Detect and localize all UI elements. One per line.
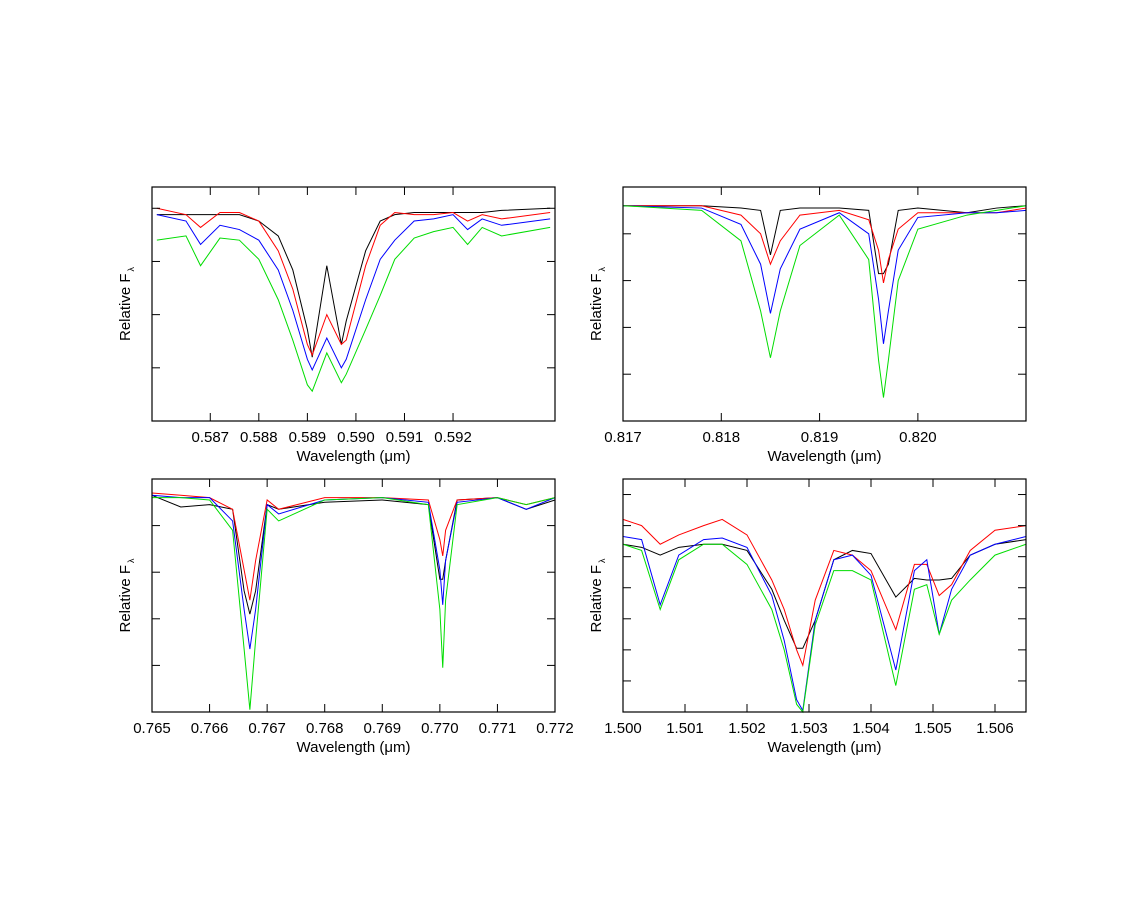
x-tick-label: 0.769: [364, 720, 402, 737]
y-axis-label-main: Relative F: [588, 565, 605, 633]
x-axis-label: Wavelength (μm): [297, 739, 411, 756]
y-axis-label-sub: λ: [126, 558, 136, 563]
y-axis-label: Relative F λ: [588, 266, 607, 341]
x-axis-label: Wavelength (μm): [297, 448, 411, 465]
spectrum-line: [156, 207, 551, 358]
spectrum-line: [151, 494, 556, 615]
x-axis-label: Wavelength (μm): [768, 448, 882, 465]
y-axis-label: Relative F λ: [117, 558, 136, 633]
spectrum-line: [151, 494, 556, 650]
spectrum-line: [622, 518, 1027, 668]
y-axis-label-main: Relative F: [588, 273, 605, 341]
x-tick-label: 1.500: [604, 720, 642, 737]
spectrum-line: [622, 543, 1027, 714]
y-axis-label-main: Relative F: [117, 565, 134, 633]
y-axis-label-main: Relative F: [117, 273, 134, 341]
x-tick-label: 0.771: [479, 720, 517, 737]
x-tick-label: 0.592: [434, 429, 472, 446]
x-tick-label: 0.770: [421, 720, 459, 737]
x-tick-label: 0.588: [240, 429, 278, 446]
spectrum-line: [623, 205, 1027, 275]
spectrum-line: [151, 492, 556, 601]
x-tick-label: 1.502: [728, 720, 766, 737]
panel: 0.765 0.766 0.767 0.768 0.769 0.770 0.771 0.772…: [117, 478, 574, 756]
x-tick-label: 0.768: [306, 720, 344, 737]
x-tick-label: 0.820: [899, 429, 937, 446]
plot-frame: [151, 478, 556, 713]
x-tick-label: 0.772: [536, 720, 574, 737]
spectrum-line: [622, 535, 1027, 712]
spectrum-line: [156, 207, 551, 357]
y-axis-label-sub: λ: [597, 266, 607, 271]
x-tick-label: 0.819: [801, 429, 839, 446]
spectrum-line: [622, 205, 1027, 344]
x-tick-label: 0.591: [386, 429, 424, 446]
x-tick-label: 0.587: [191, 429, 229, 446]
panel: 0.587 0.588 0.589 0.590 0.591 0.592 Wavelength…: [117, 186, 556, 465]
spectrum-line: [623, 205, 1027, 284]
panel: 1.500 1.501 1.502 1.503 1.504 1.505 1.506 Wavel…: [588, 478, 1027, 756]
x-tick-label: 0.818: [703, 429, 741, 446]
plot-frame: [151, 186, 556, 422]
spectrum-line: [152, 497, 556, 710]
x-tick-label: 1.503: [790, 720, 828, 737]
x-tick-label: 1.505: [914, 720, 952, 737]
spectrum-line: [156, 226, 551, 393]
plot-frame: [622, 478, 1027, 713]
x-axis-label: Wavelength (μm): [768, 739, 882, 756]
plot-frame: [622, 186, 1027, 422]
spectrum-line: [622, 539, 1027, 649]
x-tick-label: 0.589: [289, 429, 327, 446]
y-axis-label: Relative F λ: [588, 558, 607, 633]
x-tick-label: 0.590: [337, 429, 375, 446]
x-tick-label: 0.766: [191, 720, 229, 737]
y-axis-label: Relative F λ: [117, 266, 136, 341]
x-tick-label: 1.504: [852, 720, 890, 737]
x-tick-label: 1.506: [976, 720, 1014, 737]
y-axis-label-sub: λ: [126, 266, 136, 271]
spectrum-line: [622, 205, 1027, 398]
spectrum-line: [156, 214, 551, 372]
panel: 0.817 0.818 0.819 0.820 Wavelength (μm) Relat…: [588, 186, 1027, 465]
x-tick-label: 0.767: [248, 720, 286, 737]
x-tick-label: 1.501: [666, 720, 704, 737]
x-tick-label: 0.765: [133, 720, 171, 737]
x-tick-label: 0.817: [604, 429, 642, 446]
y-axis-label-sub: λ: [597, 558, 607, 563]
